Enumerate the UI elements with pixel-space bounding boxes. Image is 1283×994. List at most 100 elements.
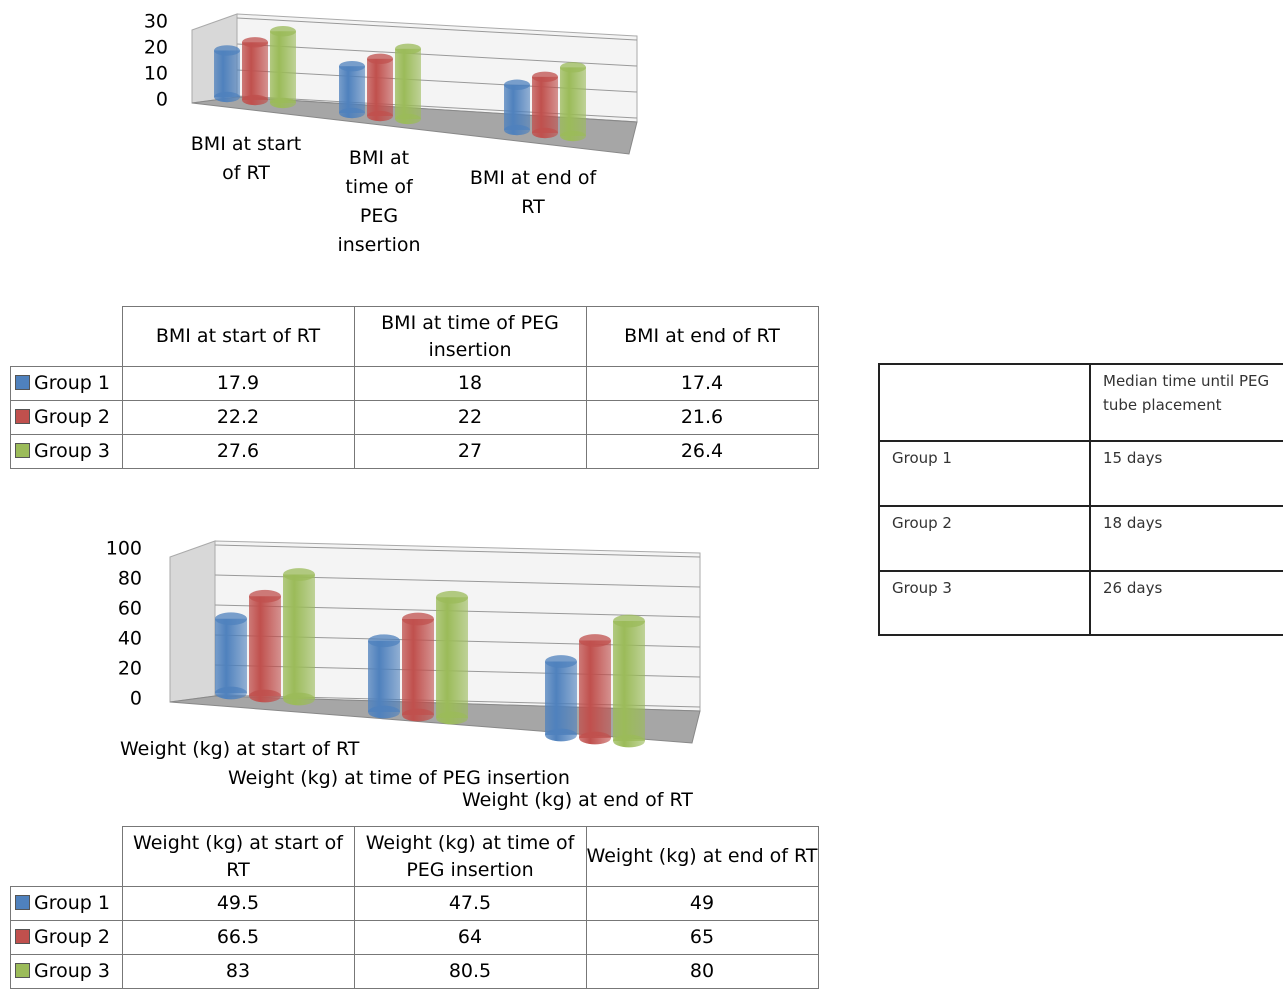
bar bbox=[270, 31, 296, 104]
bar-top bbox=[215, 612, 247, 626]
legend-cell: Group 2 bbox=[10, 920, 123, 955]
bar bbox=[215, 618, 247, 693]
bar-top bbox=[283, 568, 315, 581]
header-cell: Weight (kg) at end of RT bbox=[585, 826, 819, 887]
bar bbox=[436, 597, 468, 718]
bar-top bbox=[270, 26, 296, 37]
median-table: Median time until PEG tube placement Gro… bbox=[878, 363, 1283, 636]
value-cell: 80.5 bbox=[353, 954, 587, 989]
cell: 15 days bbox=[1089, 440, 1283, 507]
bar bbox=[242, 42, 268, 100]
legend-cell: Group 3 bbox=[10, 434, 123, 469]
bar bbox=[339, 66, 365, 113]
value-cell: 27 bbox=[353, 434, 587, 469]
legend-swatch bbox=[15, 443, 30, 458]
row: Group 3 27.6 27 26.4 bbox=[10, 434, 819, 469]
bar-top bbox=[613, 614, 645, 628]
bar bbox=[249, 596, 281, 696]
legend-swatch bbox=[15, 895, 30, 910]
header-cell: BMI at start of RT bbox=[121, 306, 355, 367]
bar bbox=[283, 574, 315, 699]
value-cell: 18 bbox=[353, 366, 587, 401]
bar bbox=[560, 67, 586, 136]
bar bbox=[532, 76, 558, 133]
y-tick-label: 60 bbox=[118, 598, 142, 620]
bar bbox=[368, 640, 400, 712]
grid-line bbox=[236, 17, 638, 41]
legend-label: Group 1 bbox=[34, 892, 110, 914]
bar bbox=[214, 50, 240, 97]
row: Group 2 22.2 22 21.6 bbox=[10, 400, 819, 435]
bar bbox=[545, 661, 577, 735]
value-cell: 80 bbox=[585, 954, 819, 989]
value-cell: 26.4 bbox=[585, 434, 819, 469]
value-cell: 21.6 bbox=[585, 400, 819, 435]
y-tick-label: 0 bbox=[156, 89, 168, 111]
bar-top bbox=[402, 612, 434, 626]
bar-top bbox=[560, 62, 586, 73]
empty-cell bbox=[10, 306, 123, 367]
bar bbox=[367, 58, 393, 116]
legend-label: Group 2 bbox=[34, 406, 110, 428]
y-tick-label: 20 bbox=[118, 658, 142, 680]
bar-top bbox=[395, 43, 421, 54]
legend-label: Group 2 bbox=[34, 926, 110, 948]
cell: 18 days bbox=[1089, 505, 1283, 572]
data-table: Weight (kg) at start of RT Weight (kg) at… bbox=[10, 826, 819, 989]
bar bbox=[402, 619, 434, 715]
data-table: BMI at start of RT BMI at time of PEG ins… bbox=[10, 306, 819, 469]
bar-top bbox=[339, 60, 365, 72]
value-cell: 47.5 bbox=[353, 886, 587, 921]
legend-swatch bbox=[15, 409, 30, 424]
empty-cell bbox=[10, 826, 123, 887]
value-cell: 83 bbox=[121, 954, 355, 989]
bar-top bbox=[579, 634, 611, 647]
value-cell: 22.2 bbox=[121, 400, 355, 435]
y-tick-label: 40 bbox=[118, 628, 142, 650]
cell: 26 days bbox=[1089, 570, 1283, 636]
row-label: Group 2 bbox=[878, 505, 1091, 572]
legend-cell: Group 2 bbox=[10, 400, 123, 435]
bar-top bbox=[504, 79, 530, 90]
bar-top bbox=[214, 45, 240, 56]
grid-line bbox=[214, 544, 701, 558]
bar-top bbox=[368, 634, 400, 648]
bar bbox=[504, 84, 530, 130]
value-cell: 64 bbox=[353, 920, 587, 955]
legend-cell: Group 1 bbox=[10, 366, 123, 401]
row: Group 1 49.5 47.5 49 bbox=[10, 886, 819, 921]
legend-swatch bbox=[15, 963, 30, 978]
y-tick-label: 10 bbox=[144, 63, 168, 85]
value-cell: 22 bbox=[353, 400, 587, 435]
y-tick-label: 20 bbox=[144, 37, 168, 59]
legend-label: Group 1 bbox=[34, 372, 110, 394]
header-row: Weight (kg) at start of RT Weight (kg) at… bbox=[10, 826, 819, 887]
row: Group 1 17.9 18 17.4 bbox=[10, 366, 819, 401]
value-cell: 49.5 bbox=[121, 886, 355, 921]
x-tick-label: Weight (kg) at end of RT bbox=[462, 789, 693, 811]
header-cell: Weight (kg) at start of RT bbox=[121, 826, 355, 887]
legend-label: Group 3 bbox=[34, 440, 110, 462]
row-label: Group 3 bbox=[878, 570, 1091, 636]
bar-top bbox=[532, 71, 558, 83]
legend-cell: Group 1 bbox=[10, 886, 123, 921]
y-tick-label: 80 bbox=[118, 568, 142, 590]
y-tick-label: 0 bbox=[130, 688, 142, 710]
legend-swatch bbox=[15, 929, 30, 944]
value-cell: 65 bbox=[585, 920, 819, 955]
bar bbox=[613, 621, 645, 741]
header-cell: Weight (kg) at time of PEG insertion bbox=[353, 826, 587, 887]
value-cell: 66.5 bbox=[121, 920, 355, 955]
header-cell: Median time until PEG tube placement bbox=[1089, 363, 1283, 442]
value-cell: 49 bbox=[585, 886, 819, 921]
legend-swatch bbox=[15, 375, 30, 390]
value-cell: 17.4 bbox=[585, 366, 819, 401]
bar-top bbox=[367, 53, 393, 64]
y-tick-label: 30 bbox=[144, 11, 168, 33]
bar bbox=[395, 48, 421, 119]
empty-cell bbox=[878, 363, 1091, 442]
header-cell: BMI at end of RT bbox=[585, 306, 819, 367]
bar-top bbox=[249, 589, 281, 603]
x-tick-label: BMI at start of RT bbox=[190, 133, 302, 184]
x-tick-label: BMI at time of PEG insertion bbox=[337, 147, 421, 256]
